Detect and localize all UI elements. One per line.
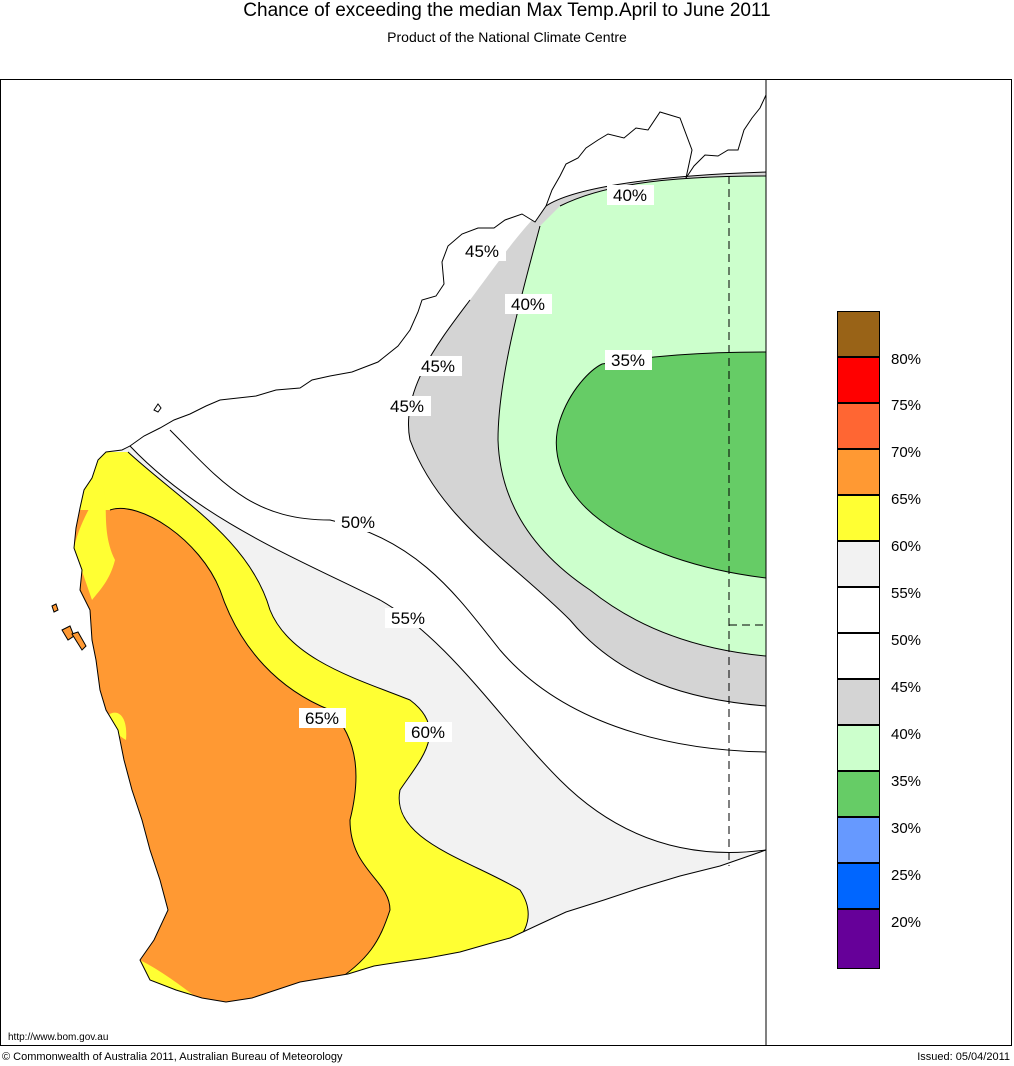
- legend-swatch: [837, 725, 880, 771]
- legend-swatch: [837, 679, 880, 725]
- contour-label: 65%: [305, 709, 339, 728]
- legend-swatch: [837, 771, 880, 817]
- legend-swatch: [837, 449, 880, 495]
- legend-swatch: [837, 863, 880, 909]
- legend-swatch: [837, 495, 880, 541]
- legend-swatch: [837, 817, 880, 863]
- legend-swatch: [837, 633, 880, 679]
- probability-map: 40% 45% 40% 45% 35% 45% 50% 55% 65% 60%: [51, 79, 767, 1046]
- map-subtitle: Product of the National Climate Centre: [387, 29, 627, 45]
- legend-label: 30%: [891, 820, 922, 837]
- legend-label: 45%: [891, 679, 922, 696]
- legend-swatch: [837, 403, 880, 449]
- map-frame: [0, 79, 1012, 1046]
- legend-label: 60%: [891, 538, 922, 555]
- legend-label: 50%: [891, 632, 922, 649]
- legend-label: 25%: [891, 867, 922, 884]
- legend-label: 65%: [891, 491, 922, 508]
- legend-label: 40%: [891, 726, 922, 743]
- legend-label: 70%: [891, 444, 922, 461]
- legend-label: 20%: [891, 914, 922, 931]
- legend-swatch: [837, 587, 880, 633]
- contour-label: 60%: [411, 723, 445, 742]
- contour-label: 40%: [511, 295, 545, 314]
- legend-label: 35%: [891, 773, 922, 790]
- legend-label: 80%: [891, 351, 922, 368]
- legend-swatch: [837, 541, 880, 587]
- legend-swatch: [837, 909, 880, 969]
- source-url: http://www.bom.gov.au: [8, 1032, 109, 1043]
- map-title: Chance of exceeding the median Max Temp.…: [243, 0, 771, 21]
- legend-label: 75%: [891, 397, 922, 414]
- copyright-notice: © Commonwealth of Australia 2011, Austra…: [2, 1051, 343, 1063]
- contour-label: 45%: [465, 242, 499, 261]
- contour-label: 35%: [611, 351, 645, 370]
- legend-swatch: [837, 357, 880, 403]
- contour-label: 45%: [390, 397, 424, 416]
- contour-label: 45%: [421, 357, 455, 376]
- legend-label: 55%: [891, 585, 922, 602]
- contour-label: 50%: [341, 513, 375, 532]
- contour-label: 55%: [391, 609, 425, 628]
- legend-swatch: [837, 311, 880, 357]
- issued-date: Issued: 05/04/2011: [917, 1051, 1010, 1063]
- contour-label: 40%: [613, 186, 647, 205]
